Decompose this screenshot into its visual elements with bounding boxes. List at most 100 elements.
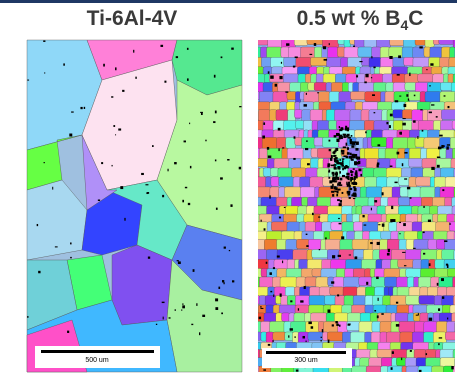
defect [396, 324, 399, 327]
grain [415, 36, 426, 45]
defect [332, 152, 335, 154]
defect [429, 318, 432, 321]
defect [178, 261, 181, 264]
defect [354, 188, 357, 191]
defect [349, 191, 351, 193]
defect [431, 167, 434, 170]
grain [422, 158, 437, 168]
defect [182, 200, 184, 203]
defect [69, 134, 72, 137]
defect [282, 261, 283, 264]
top-rule [0, 0, 457, 3]
defect [436, 116, 438, 118]
defect [141, 173, 144, 175]
grain [449, 222, 457, 231]
defect [187, 48, 189, 50]
defect [268, 155, 271, 157]
defect [338, 189, 341, 191]
defect [67, 331, 69, 333]
defect [298, 308, 299, 310]
grain [310, 57, 327, 65]
defect [346, 165, 348, 168]
defect [423, 232, 425, 234]
grain [325, 239, 341, 250]
defect [430, 63, 433, 65]
defect [339, 129, 342, 131]
defect [52, 187, 53, 190]
defect [350, 156, 352, 159]
defect [358, 161, 360, 164]
title-subscript: 4 [400, 17, 408, 33]
defect [332, 324, 334, 326]
grain [365, 92, 382, 102]
grain [352, 366, 368, 377]
defect [273, 267, 275, 269]
defect [353, 182, 356, 185]
defect [327, 165, 330, 167]
defect [419, 46, 422, 48]
grain [317, 168, 329, 178]
defect [387, 253, 390, 256]
grain [402, 110, 412, 119]
defect [392, 219, 395, 222]
defect [230, 204, 232, 207]
defect [205, 140, 206, 142]
grain [294, 110, 302, 118]
defect [145, 184, 148, 185]
defect [446, 146, 448, 149]
grain [377, 349, 393, 357]
defect [277, 255, 280, 257]
defect [44, 162, 45, 163]
defect [324, 59, 327, 61]
defect [447, 144, 450, 145]
grain [276, 110, 289, 121]
defect [267, 147, 269, 150]
defect [294, 336, 296, 337]
grain [358, 47, 373, 57]
defect [337, 134, 340, 136]
grain [366, 366, 382, 374]
grain [379, 250, 392, 260]
defect [27, 316, 29, 317]
grain [314, 137, 323, 145]
defect [451, 366, 453, 369]
defect [377, 242, 380, 245]
grain [254, 158, 268, 166]
defect [321, 340, 322, 342]
defect [442, 145, 445, 147]
defect [282, 147, 284, 148]
defect [281, 62, 282, 64]
defect [374, 112, 376, 113]
defect [184, 141, 186, 143]
grain [377, 158, 390, 168]
grain [416, 177, 432, 186]
defect [366, 282, 368, 285]
grain [367, 342, 379, 350]
grain [432, 366, 445, 377]
defect [306, 140, 308, 141]
defect [338, 218, 340, 219]
defect [269, 272, 271, 275]
grain [329, 120, 338, 129]
defect [374, 310, 376, 311]
grain [352, 239, 369, 249]
defect [389, 56, 392, 59]
defect [70, 242, 71, 244]
defect [329, 149, 331, 151]
defect [429, 112, 432, 114]
defect [348, 182, 350, 184]
defect [202, 315, 205, 317]
defect [319, 249, 320, 250]
grain [355, 102, 363, 111]
title-text: C [408, 7, 423, 30]
grain [399, 321, 416, 332]
grain [445, 332, 457, 340]
defect [339, 184, 342, 186]
grain [452, 120, 457, 129]
defect [339, 168, 341, 170]
defect [437, 165, 440, 168]
map-area [254, 36, 457, 377]
defect [288, 335, 289, 337]
defect [314, 43, 316, 46]
defect [351, 145, 354, 148]
